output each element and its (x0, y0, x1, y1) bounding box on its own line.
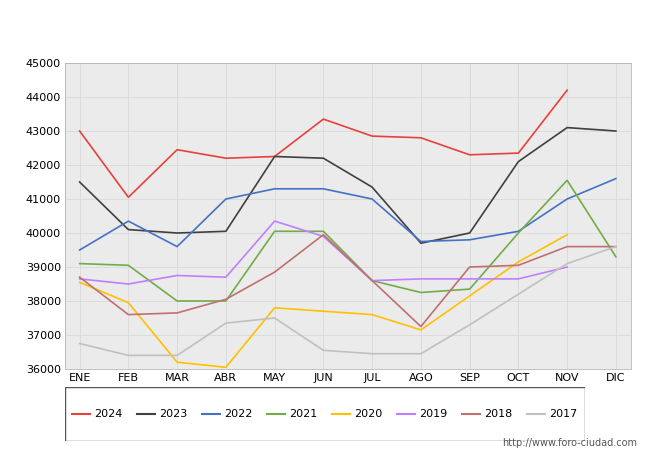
FancyBboxPatch shape (65, 387, 585, 441)
Text: 2019: 2019 (419, 409, 447, 419)
Text: Afiliados en Guadalajara a 30/11/2024: Afiliados en Guadalajara a 30/11/2024 (152, 18, 498, 36)
Text: 2022: 2022 (224, 409, 253, 419)
Text: 2023: 2023 (159, 409, 187, 419)
Text: 2017: 2017 (549, 409, 577, 419)
Text: 2020: 2020 (354, 409, 382, 419)
Text: 2024: 2024 (94, 409, 123, 419)
Text: 2021: 2021 (289, 409, 317, 419)
Text: http://www.foro-ciudad.com: http://www.foro-ciudad.com (502, 438, 637, 448)
Text: 2018: 2018 (484, 409, 512, 419)
